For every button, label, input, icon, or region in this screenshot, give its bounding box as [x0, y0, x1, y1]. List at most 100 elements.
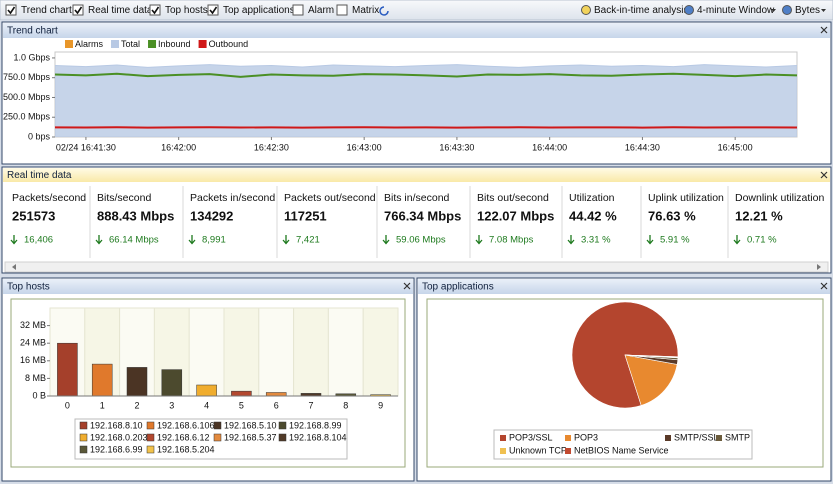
check-mark — [209, 6, 218, 15]
checkbox[interactable] — [207, 4, 219, 16]
legend-label: Unknown TCP — [509, 445, 567, 455]
card-label: Packets out/second — [284, 192, 376, 204]
panel-title: Top applications — [422, 282, 494, 293]
y-tick-label: 250.0 Mbps — [3, 112, 51, 122]
down-arrow — [188, 235, 196, 245]
card-label: Utilization — [569, 192, 615, 204]
card-value: 44.42 % — [569, 208, 617, 223]
checkbox[interactable] — [149, 4, 161, 16]
checkbox-label: Top hosts — [165, 5, 208, 16]
legend-label: 192.168.6.99 — [90, 444, 143, 454]
x-tick-label: 16:43:00 — [347, 142, 382, 152]
legend-label: 192.168.8.99 — [289, 420, 342, 430]
legend-label: POP3/SSL — [509, 432, 553, 442]
legend-label: SMTP/SSL — [674, 432, 719, 442]
x-tick-label: 16:43:30 — [439, 142, 474, 152]
legend-swatch — [213, 433, 222, 442]
legend-label: 192.168.8.10 — [90, 420, 143, 430]
panel-title: Top hosts — [7, 282, 50, 293]
down-arrow — [282, 235, 290, 245]
card-value: 766.34 Mbps — [384, 208, 461, 223]
card-value: 12.21 % — [735, 208, 783, 223]
legend-label: Alarms — [75, 39, 104, 49]
bar — [91, 363, 113, 397]
band — [223, 307, 260, 397]
close-icons[interactable] — [403, 26, 828, 290]
x-tick-label: 5 — [239, 400, 244, 410]
legend-label: 192.168.5.10 — [224, 420, 277, 430]
x-tick-label: 3 — [169, 400, 174, 410]
tool-label[interactable]: 4-minute Window — [697, 5, 775, 16]
card-label: Uplink utilization — [648, 192, 724, 204]
checkbox[interactable] — [292, 4, 304, 16]
panel-header — [3, 279, 413, 294]
tool-icon[interactable] — [782, 5, 792, 15]
checkbox[interactable] — [72, 4, 84, 16]
card-change: 8,991 — [202, 235, 226, 246]
panel-title: Trend chart — [7, 26, 58, 37]
legend-swatch — [79, 445, 88, 454]
legend-swatch — [198, 40, 207, 48]
x-tick-label: 16:42:00 — [161, 142, 196, 152]
down-arrow — [95, 235, 103, 245]
card-label: Packets in/second — [190, 192, 275, 204]
x-tick-label: 02/24 16:41:30 — [56, 142, 116, 152]
y-tick-label: 500.0 Mbps — [3, 92, 51, 102]
tool-icon[interactable] — [684, 5, 694, 15]
x-tick-label: 7 — [308, 400, 313, 410]
legend-swatch — [146, 421, 155, 430]
legend-swatch — [565, 435, 571, 441]
y-tick-label: 32 MB — [20, 320, 46, 330]
y-tick-label: 24 MB — [20, 338, 46, 348]
legend-swatch — [565, 448, 571, 454]
checkbox-label: Alarm — [308, 5, 334, 16]
line — [54, 72, 798, 78]
card-change: 3.31 % — [581, 235, 611, 246]
x-tick-label: 16:42:30 — [254, 142, 289, 152]
legend-swatch — [213, 421, 222, 430]
band — [258, 307, 295, 397]
panel-title: Real time data — [7, 170, 72, 181]
legend-swatch — [65, 40, 73, 48]
card-change: 59.06 Mbps — [396, 235, 446, 246]
panel-header — [3, 23, 830, 38]
x-tick-label: 6 — [274, 400, 279, 410]
refresh-icon[interactable] — [379, 6, 389, 16]
legend-label: 192.168.0.203 — [90, 432, 148, 442]
panel-header — [418, 279, 830, 294]
y-tick-label: 8 MB — [25, 373, 46, 383]
legend-box — [493, 429, 753, 460]
down-arrow — [382, 235, 390, 245]
bar — [196, 384, 217, 397]
down-arrow — [475, 235, 483, 245]
legend-label: Total — [121, 39, 140, 49]
card-label: Packets/second — [12, 192, 86, 204]
checkbox-label: Real time data — [88, 5, 153, 16]
x-tick-label: 8 — [343, 400, 348, 410]
tool-label[interactable]: Bytes — [795, 5, 820, 16]
legend-swatch — [111, 40, 120, 48]
y-tick-label: 0 bps — [28, 131, 51, 141]
checkbox[interactable] — [336, 4, 348, 16]
legend-label: NetBIOS Name Service — [574, 445, 669, 455]
tool-label[interactable]: Back-in-time analysis — [594, 5, 688, 16]
legend-swatch — [146, 433, 155, 442]
y-tick-label: 750.0 Mbps — [3, 72, 51, 82]
legend-swatch — [500, 435, 506, 441]
card-label: Downlink utilization — [735, 192, 824, 204]
check-mark — [151, 6, 160, 15]
checkbox[interactable] — [5, 4, 17, 16]
legend-label: 192.168.5.37 — [224, 432, 277, 442]
y-tick-label: 0 B — [32, 390, 46, 400]
x-tick-label: 0 — [65, 400, 70, 410]
card-change: 7,421 — [296, 235, 320, 246]
line — [54, 64, 798, 68]
check-mark — [74, 6, 83, 15]
pie-slice — [624, 354, 678, 406]
tool-icon[interactable] — [581, 5, 591, 15]
scrollbar[interactable] — [4, 261, 829, 273]
legend-swatch — [716, 435, 722, 441]
x-tick-label: 2 — [134, 400, 139, 410]
legend-label: Outbound — [209, 39, 249, 49]
